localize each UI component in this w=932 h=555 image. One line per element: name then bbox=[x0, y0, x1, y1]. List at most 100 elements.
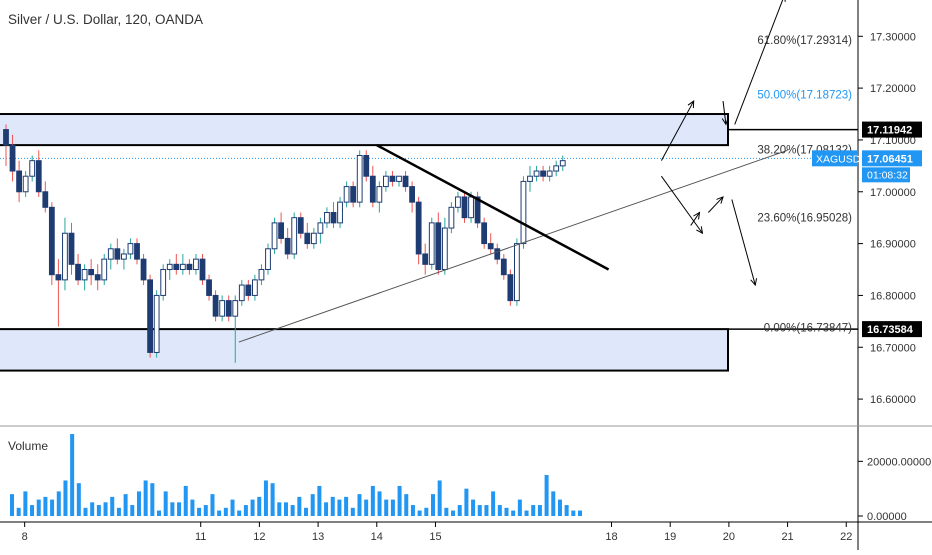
volume-bar bbox=[564, 505, 569, 516]
projection-arrow-5-head bbox=[693, 211, 701, 220]
time-tick-label: 11 bbox=[195, 531, 206, 543]
candle bbox=[396, 175, 402, 182]
candle bbox=[199, 258, 206, 281]
countdown-tag: 01:08:32 bbox=[867, 169, 908, 181]
volume-bar bbox=[70, 434, 75, 516]
volume-bar bbox=[304, 507, 309, 516]
volume-bar bbox=[96, 505, 101, 516]
volume-bar bbox=[257, 496, 262, 516]
candle bbox=[48, 206, 55, 276]
volume-bar bbox=[557, 499, 562, 516]
volume-bar bbox=[130, 505, 135, 516]
volume-bar bbox=[491, 491, 496, 516]
volume-bar bbox=[210, 494, 215, 516]
candle bbox=[55, 274, 62, 281]
volume-bar bbox=[217, 510, 222, 516]
volume-bar bbox=[50, 499, 55, 516]
volume-bar bbox=[471, 499, 476, 516]
projection-arrow-5 bbox=[690, 212, 700, 226]
current-price-tag: 17.06451 bbox=[867, 153, 913, 165]
candle bbox=[121, 253, 127, 260]
volume-bar bbox=[437, 480, 442, 516]
candle bbox=[356, 154, 363, 203]
candle bbox=[455, 196, 461, 208]
candle bbox=[219, 300, 226, 317]
volume-bar bbox=[578, 510, 582, 516]
volume-bar bbox=[16, 507, 21, 516]
candle bbox=[212, 294, 219, 317]
volume-bar bbox=[357, 494, 362, 516]
volume-bar bbox=[430, 494, 435, 516]
candle bbox=[546, 170, 553, 177]
candle bbox=[461, 196, 468, 219]
volume-bar bbox=[290, 505, 295, 516]
candle bbox=[179, 263, 186, 271]
volume-bar bbox=[504, 507, 509, 516]
volume-bar bbox=[410, 505, 415, 516]
candle bbox=[140, 258, 147, 281]
candle bbox=[232, 300, 239, 317]
volume-tick-label: 20000.00000 bbox=[867, 456, 931, 468]
candle bbox=[559, 160, 566, 167]
candle bbox=[369, 175, 376, 203]
candle bbox=[448, 206, 455, 229]
chart-title: Silver / U.S. Dollar, 120, OANDA bbox=[8, 12, 203, 27]
candle bbox=[68, 232, 75, 265]
projection-arrow-1-head bbox=[687, 100, 695, 109]
volume-bar bbox=[424, 507, 429, 516]
volume-bar bbox=[237, 510, 242, 516]
candle bbox=[304, 232, 311, 245]
zone-2 bbox=[0, 328, 729, 372]
candle bbox=[468, 196, 474, 219]
candle bbox=[62, 232, 68, 281]
volume-bar bbox=[344, 496, 349, 516]
candle bbox=[533, 170, 540, 177]
candle bbox=[252, 279, 258, 296]
price-tick-label: 17.20000 bbox=[870, 83, 916, 95]
candle bbox=[337, 201, 343, 224]
candle bbox=[310, 232, 317, 245]
candle bbox=[389, 175, 396, 182]
projection-arrow-2 bbox=[722, 101, 727, 125]
candle bbox=[376, 186, 383, 203]
candle bbox=[114, 248, 121, 260]
countdown-tag-bg bbox=[862, 167, 910, 183]
support-price-tag-bg bbox=[862, 321, 922, 338]
volume-bar bbox=[517, 499, 522, 516]
candle bbox=[258, 269, 265, 281]
volume-bar bbox=[484, 505, 489, 516]
candle bbox=[225, 300, 232, 317]
resistance-price-tag-bg bbox=[862, 121, 922, 138]
time-tick-label: 19 bbox=[664, 531, 676, 543]
candle bbox=[383, 175, 389, 188]
candle bbox=[186, 263, 193, 271]
volume-bar bbox=[464, 488, 469, 516]
volume-bar bbox=[511, 510, 516, 516]
volume-bar bbox=[30, 505, 35, 516]
candle bbox=[422, 253, 429, 265]
symbol-tag: XAGUSD bbox=[816, 153, 861, 165]
volume-bar bbox=[477, 505, 482, 516]
volume-bar bbox=[551, 491, 556, 516]
candle bbox=[278, 222, 285, 239]
volume-bar bbox=[230, 499, 235, 516]
volume-tick-label: 0.00000 bbox=[867, 511, 907, 523]
candle bbox=[81, 269, 88, 281]
price-tick-label: 16.60000 bbox=[870, 394, 916, 406]
projection-arrow-7-head bbox=[750, 278, 758, 287]
volume-label: Volume bbox=[8, 439, 48, 453]
volume-bar bbox=[123, 494, 128, 516]
volume-bar bbox=[390, 499, 395, 516]
projection-arrow-4-head bbox=[696, 226, 704, 235]
volume-bar bbox=[103, 502, 108, 516]
volume-bar bbox=[330, 496, 335, 516]
price-tick-label: 16.80000 bbox=[870, 290, 916, 302]
price-tick-label: 17.10000 bbox=[870, 135, 916, 147]
volume-bar bbox=[76, 483, 81, 516]
volume-bar bbox=[377, 491, 382, 516]
volume-bar bbox=[163, 491, 168, 516]
fib-label-4: 0.00%(16.73847) bbox=[764, 322, 852, 334]
volume-bar bbox=[537, 505, 542, 516]
volume-bar bbox=[497, 505, 502, 516]
